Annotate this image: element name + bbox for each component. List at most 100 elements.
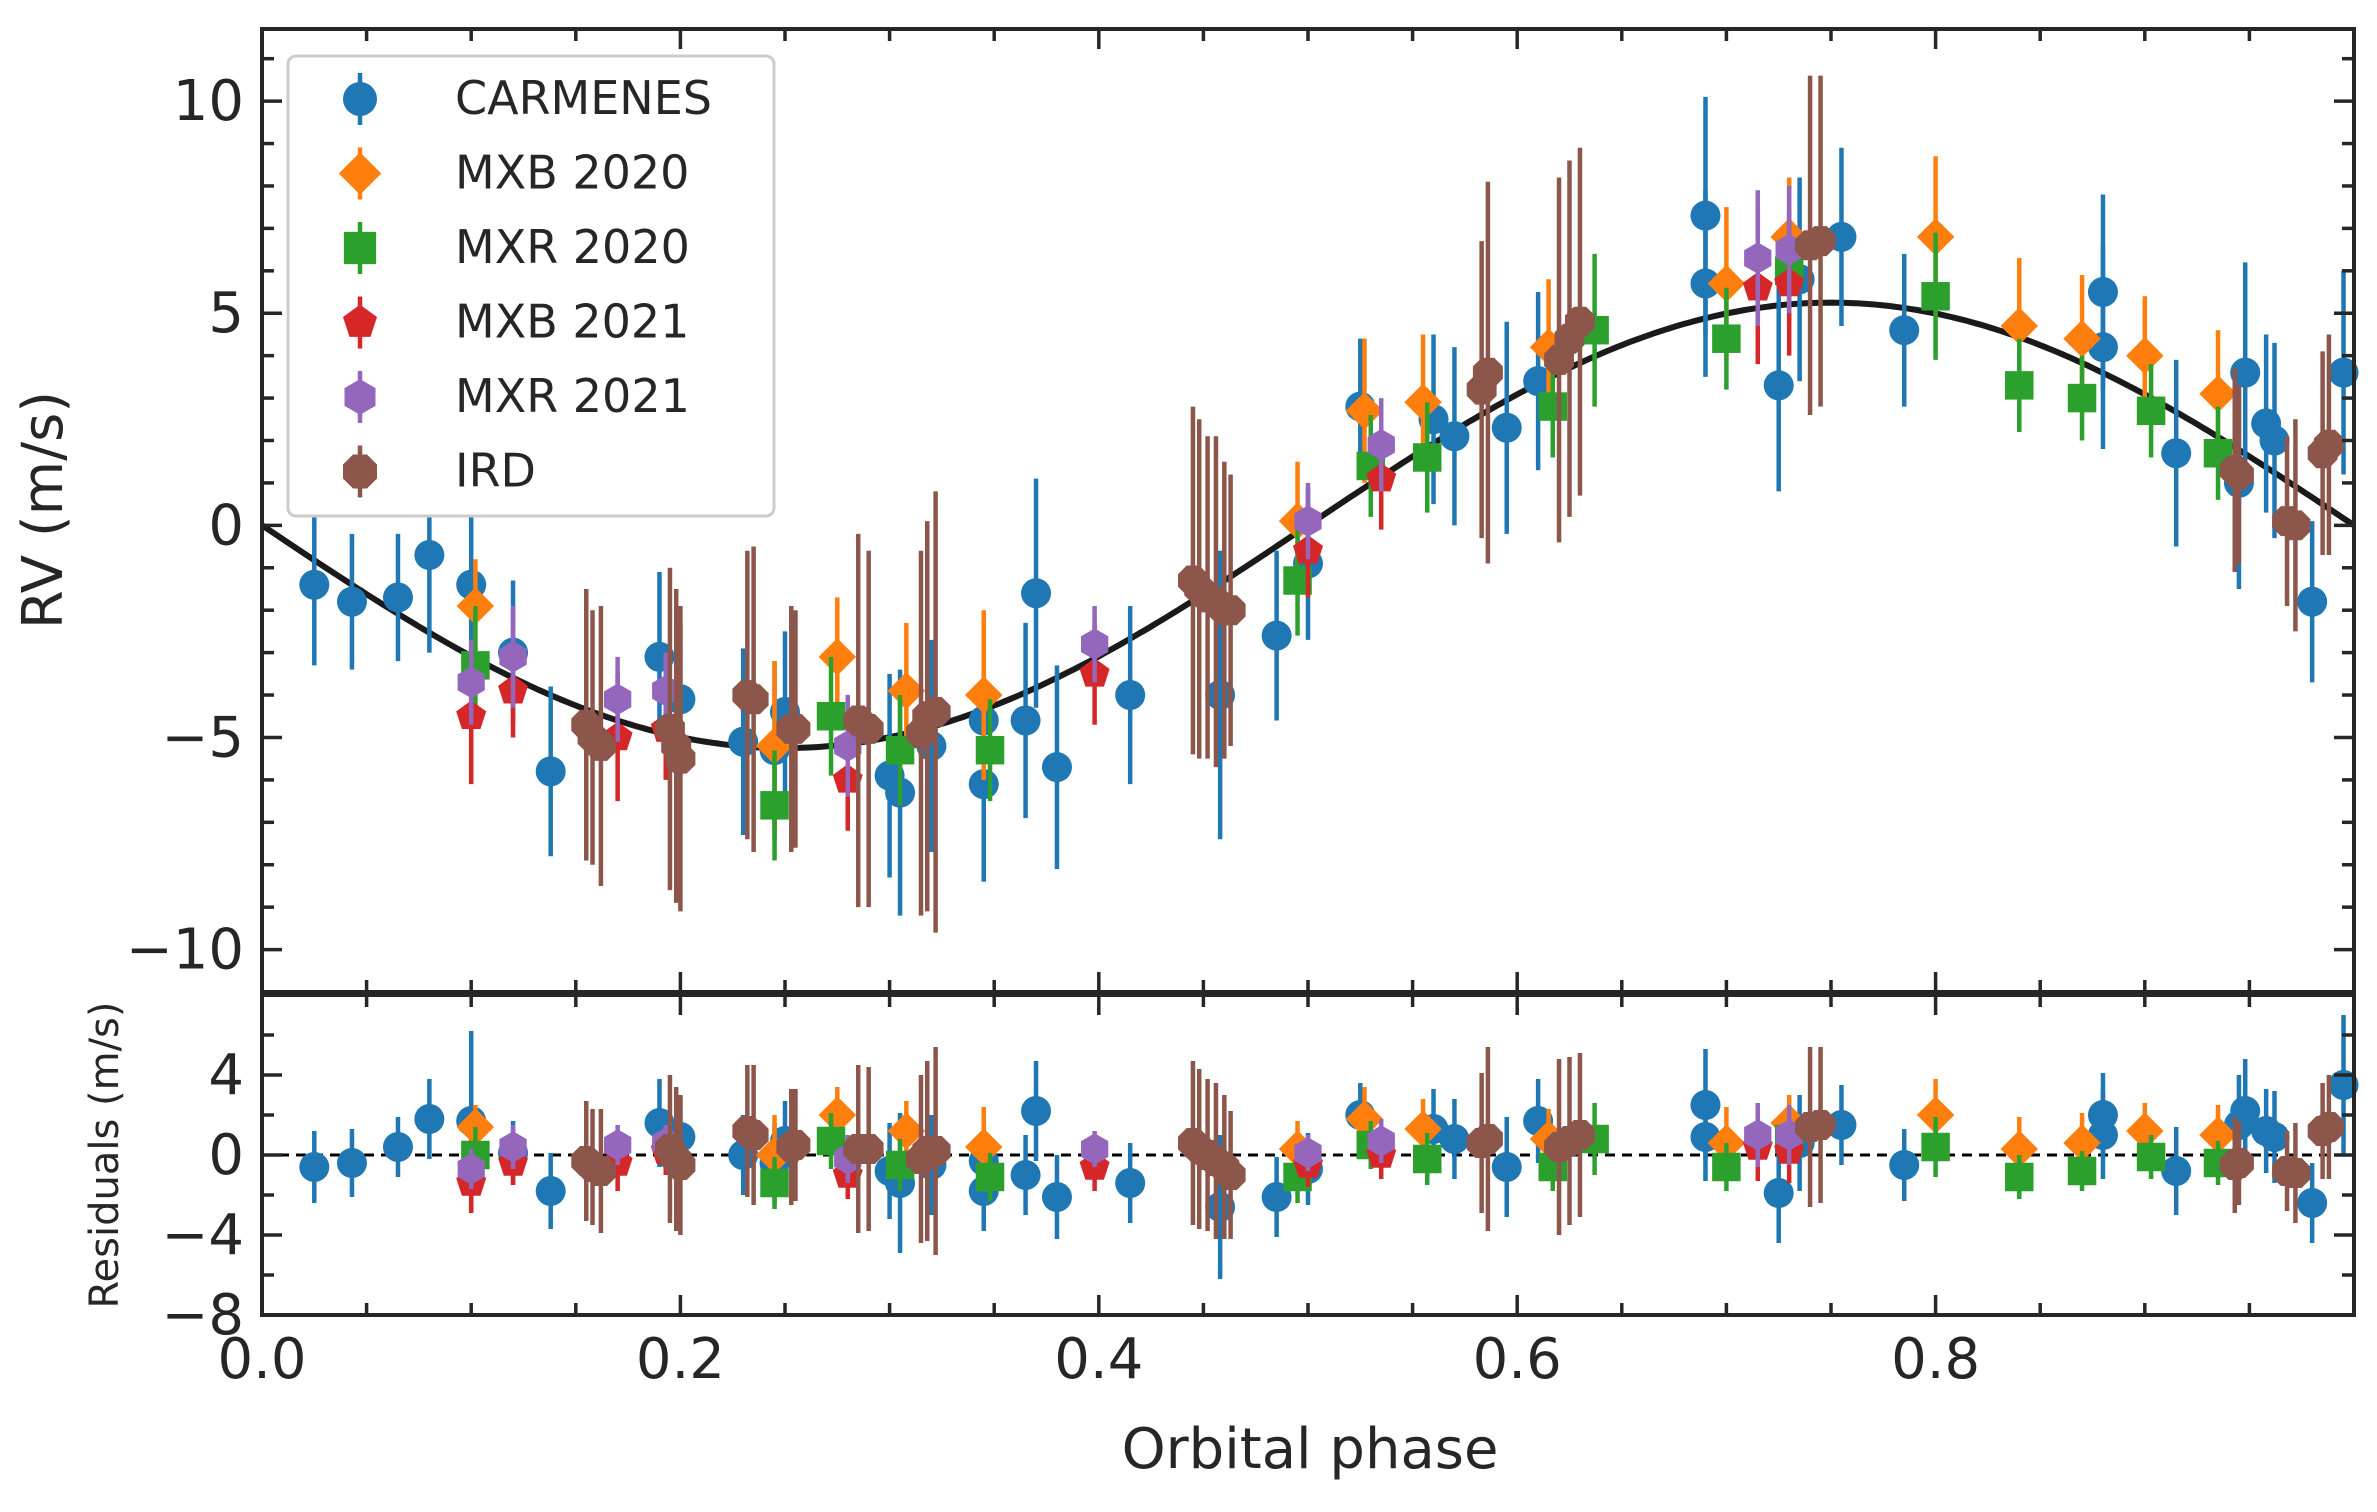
residual-data-point	[1021, 1096, 1052, 1126]
residual-data-point	[1367, 1125, 1395, 1157]
rv-data-point	[2199, 375, 2237, 413]
residual-data-point	[2230, 1096, 2261, 1126]
residuals-y-tick-labels: −8 −4 0 4	[161, 1043, 244, 1348]
residual-y-tick-label: −4	[161, 1203, 244, 1268]
rv-data-point	[1538, 392, 1568, 421]
residual-data-point	[1889, 1150, 1920, 1180]
rv-data-point	[665, 743, 696, 774]
rv-y-tick-label: −10	[126, 918, 244, 983]
rv-data-point	[2280, 510, 2311, 541]
rv-data-point	[456, 587, 495, 625]
legend-label: CARMENES	[455, 71, 712, 125]
residual-data-point	[780, 1130, 811, 1160]
rv-y-tick-label: 0	[208, 493, 244, 558]
rv-panel-ticks	[260, 29, 2354, 992]
residual-series-mxr-2021	[457, 1103, 1803, 1189]
rv-data-point	[1215, 595, 1246, 626]
residual-data-point	[2136, 1142, 2166, 1172]
residual-data-point	[1205, 1192, 1236, 1222]
rv-data-point	[818, 638, 857, 676]
rv-y-axis-label: RV (m/s)	[11, 391, 76, 629]
rv-data-point	[1081, 628, 1109, 660]
rv-y-tick-label: −5	[161, 705, 244, 770]
rv-data-point	[1404, 383, 1442, 422]
residual-data-point	[499, 1131, 527, 1163]
residual-data-point	[1010, 1160, 1041, 1190]
legend-marker-ird	[343, 454, 377, 489]
legend-marker-mxb-2021	[343, 304, 377, 337]
rv-data-point	[1367, 429, 1395, 461]
rv-data-point	[738, 684, 769, 715]
rv-data-point	[1261, 620, 1292, 651]
residual-y-tick-label: 4	[208, 1043, 244, 1108]
rv-data-point	[920, 697, 951, 727]
rv-data-point	[1805, 226, 1836, 257]
rv-data-point	[1690, 268, 1721, 299]
residual-data-point	[818, 1096, 857, 1134]
legend-marker-carmenes	[343, 82, 377, 116]
residual-y-tick-label: 0	[208, 1123, 244, 1188]
residual-data-point	[2063, 1124, 2101, 1162]
legend-label: MXB 2021	[455, 295, 689, 349]
legend-marker-mxr-2020	[343, 231, 377, 265]
residual-data-point	[1491, 1152, 1522, 1182]
rv-data-point	[535, 756, 566, 787]
residual-data-point	[2005, 1162, 2034, 1192]
rv-data-point	[652, 675, 680, 707]
rv-data-point	[1115, 680, 1146, 711]
rv-data-point	[2063, 319, 2101, 358]
rv-data-points	[299, 75, 2359, 933]
rv-data-point	[2297, 586, 2328, 617]
residual-data-point	[2199, 1116, 2237, 1154]
rv-data-point	[2328, 357, 2359, 388]
rv-data-point	[853, 714, 884, 744]
legend-label: MXB 2020	[455, 146, 689, 200]
rv-data-point	[760, 791, 789, 820]
rv-data-point	[1523, 366, 1554, 397]
rv-data-point	[1472, 357, 1503, 388]
rv-data-point	[1744, 242, 1772, 274]
x-tick-label: 0.0	[217, 1327, 306, 1392]
residual-data-point	[336, 1148, 367, 1178]
rv-data-point	[1205, 680, 1236, 711]
rv-series-ird	[571, 75, 2344, 933]
legend-item-mxb-2020: MXB 2020	[338, 146, 689, 200]
rv-data-point	[887, 672, 926, 710]
residual-data-point	[457, 1153, 485, 1185]
legend: CARMENES MXB 2020 MXR 2020 MXB 2021 MXR 2021…	[286, 54, 776, 518]
rv-series-carmenes	[299, 96, 2359, 916]
rv-data-point	[1712, 324, 1741, 353]
residual-data-point	[920, 1136, 951, 1166]
legend-label: IRD	[455, 444, 536, 498]
legend-item-mxb-2021: MXB 2021	[343, 295, 689, 349]
residual-data-point	[1404, 1110, 1442, 1148]
residual-series-ird	[571, 1047, 2344, 1255]
residuals-panel-ticks	[260, 993, 2354, 1317]
rv-data-point	[1763, 370, 1794, 401]
residual-data-point	[2000, 1130, 2038, 1168]
residual-data-point	[535, 1176, 566, 1206]
residual-data-point	[1565, 1120, 1595, 1150]
legend-label: MXR 2020	[455, 220, 690, 274]
residual-data-point	[1345, 1100, 1384, 1138]
residual-data-point	[382, 1132, 413, 1162]
residual-data-point	[2161, 1156, 2192, 1186]
residual-data-point	[1412, 1144, 1442, 1174]
residual-data-point	[299, 1152, 330, 1182]
x-tick-label: 0.2	[636, 1327, 725, 1392]
x-tick-label: 0.4	[1054, 1327, 1143, 1392]
residual-data-point	[853, 1134, 884, 1164]
residual-data-point	[2313, 1112, 2344, 1142]
x-tick-label: 0.8	[1891, 1327, 1980, 1392]
legend-item-mxr-2020: MXR 2020	[343, 220, 690, 274]
rv-data-point	[1010, 705, 1041, 736]
residual-data-point	[2126, 1112, 2164, 1150]
rv-data-point	[1345, 392, 1384, 430]
rv-panel: −10 −5 0 5 10 RV (m/s)	[11, 27, 2359, 994]
rv-data-point	[2259, 425, 2290, 456]
rv-data-point	[834, 730, 862, 762]
legend-box	[286, 54, 776, 518]
residual-data-point	[738, 1120, 769, 1150]
rv-data-point	[499, 641, 527, 673]
residuals-panel: −8 −4 0 4 0.0 0.2 0.4 0.6 0.8 Residuals (m/s) O…	[82, 993, 2359, 1482]
